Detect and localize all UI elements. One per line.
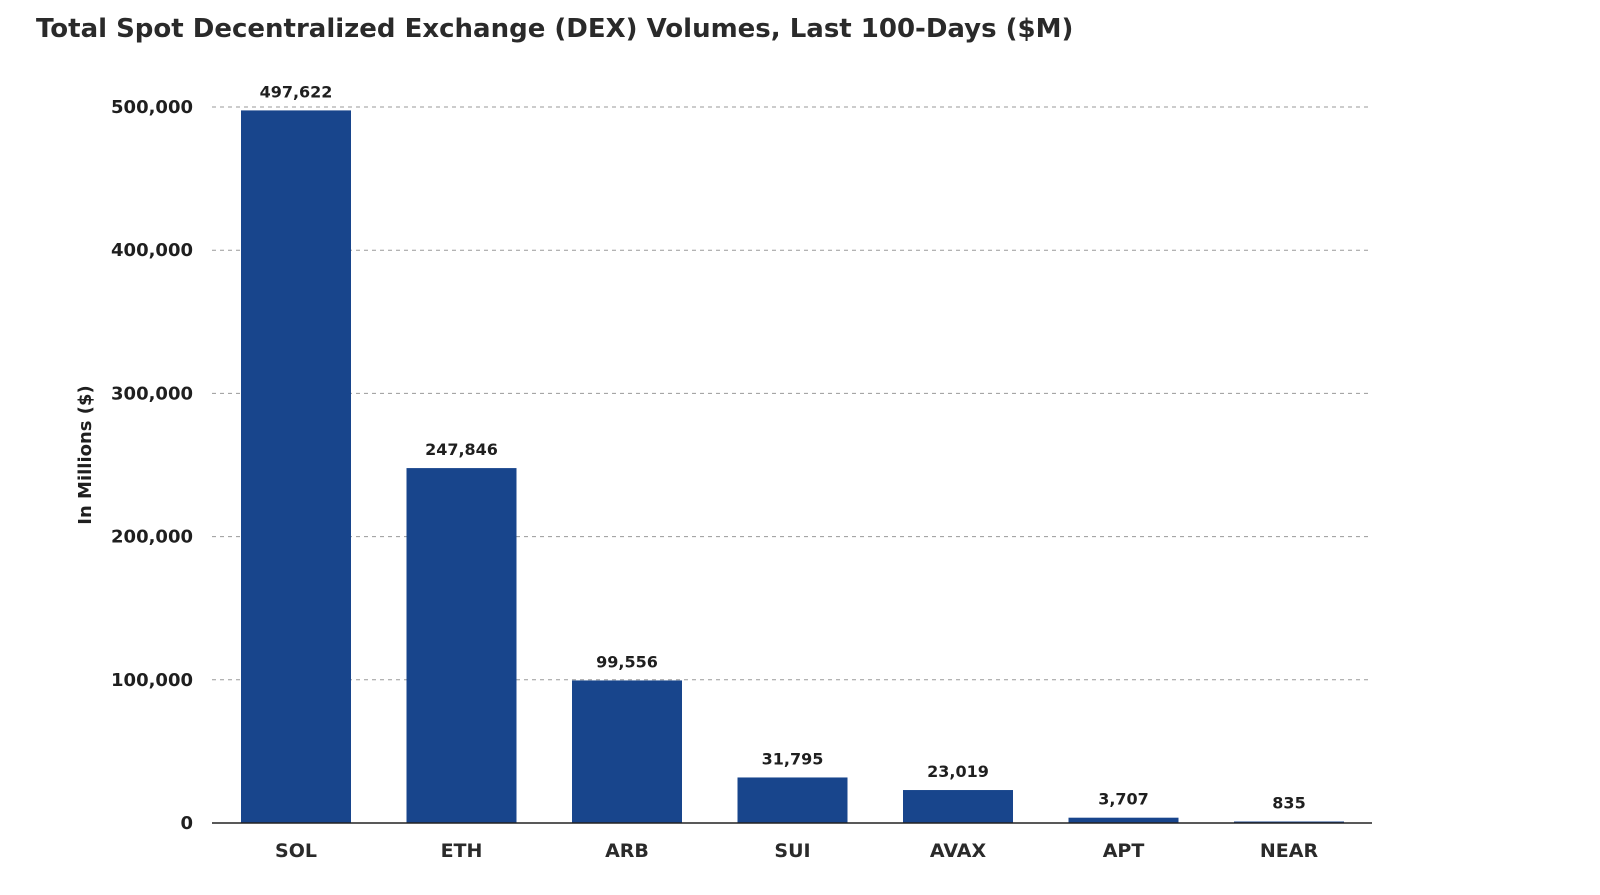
- value-label: 23,019: [927, 762, 989, 781]
- y-tick-labels: 0 100,000 200,000 300,000 400,000 500,000: [111, 97, 193, 834]
- chart-title: Total Spot Decentralized Exchange (DEX) …: [36, 14, 1074, 44]
- x-category-label: NEAR: [1260, 840, 1319, 862]
- value-label: 3,707: [1098, 790, 1149, 809]
- y-tick-label: 100,000: [111, 670, 193, 691]
- gridlines: [212, 106, 1372, 681]
- x-category-labels: SOL ETH ARB SUI AVAX APT NEAR: [275, 840, 1318, 862]
- value-label: 31,795: [762, 749, 824, 768]
- value-labels: 497,622 247,846 99,556 31,795 23,019 3,707 835: [260, 82, 1306, 812]
- bar-sol: [241, 110, 351, 824]
- x-category-label: APT: [1103, 840, 1145, 862]
- x-category-label: ARB: [605, 840, 649, 862]
- value-label: 835: [1272, 794, 1305, 813]
- bars: [241, 110, 1344, 824]
- y-tick-label: 400,000: [111, 240, 193, 261]
- bar-arb: [572, 680, 682, 823]
- bar-sui: [737, 777, 848, 823]
- x-category-label: ETH: [441, 840, 483, 862]
- value-label: 247,846: [425, 440, 498, 459]
- x-category-label: AVAX: [930, 840, 987, 862]
- value-label: 497,622: [260, 82, 333, 101]
- y-axis-label: In Millions ($): [75, 385, 96, 525]
- bar-avax: [903, 790, 1013, 823]
- bar-eth: [406, 468, 517, 823]
- x-category-label: SUI: [774, 840, 810, 862]
- y-tick-label: 300,000: [111, 383, 193, 404]
- y-tick-label: 0: [180, 813, 193, 834]
- bar-apt: [1068, 817, 1179, 823]
- x-category-label: SOL: [275, 840, 317, 862]
- y-tick-label: 500,000: [111, 97, 193, 118]
- y-tick-label: 200,000: [111, 527, 193, 548]
- value-label: 99,556: [596, 652, 658, 671]
